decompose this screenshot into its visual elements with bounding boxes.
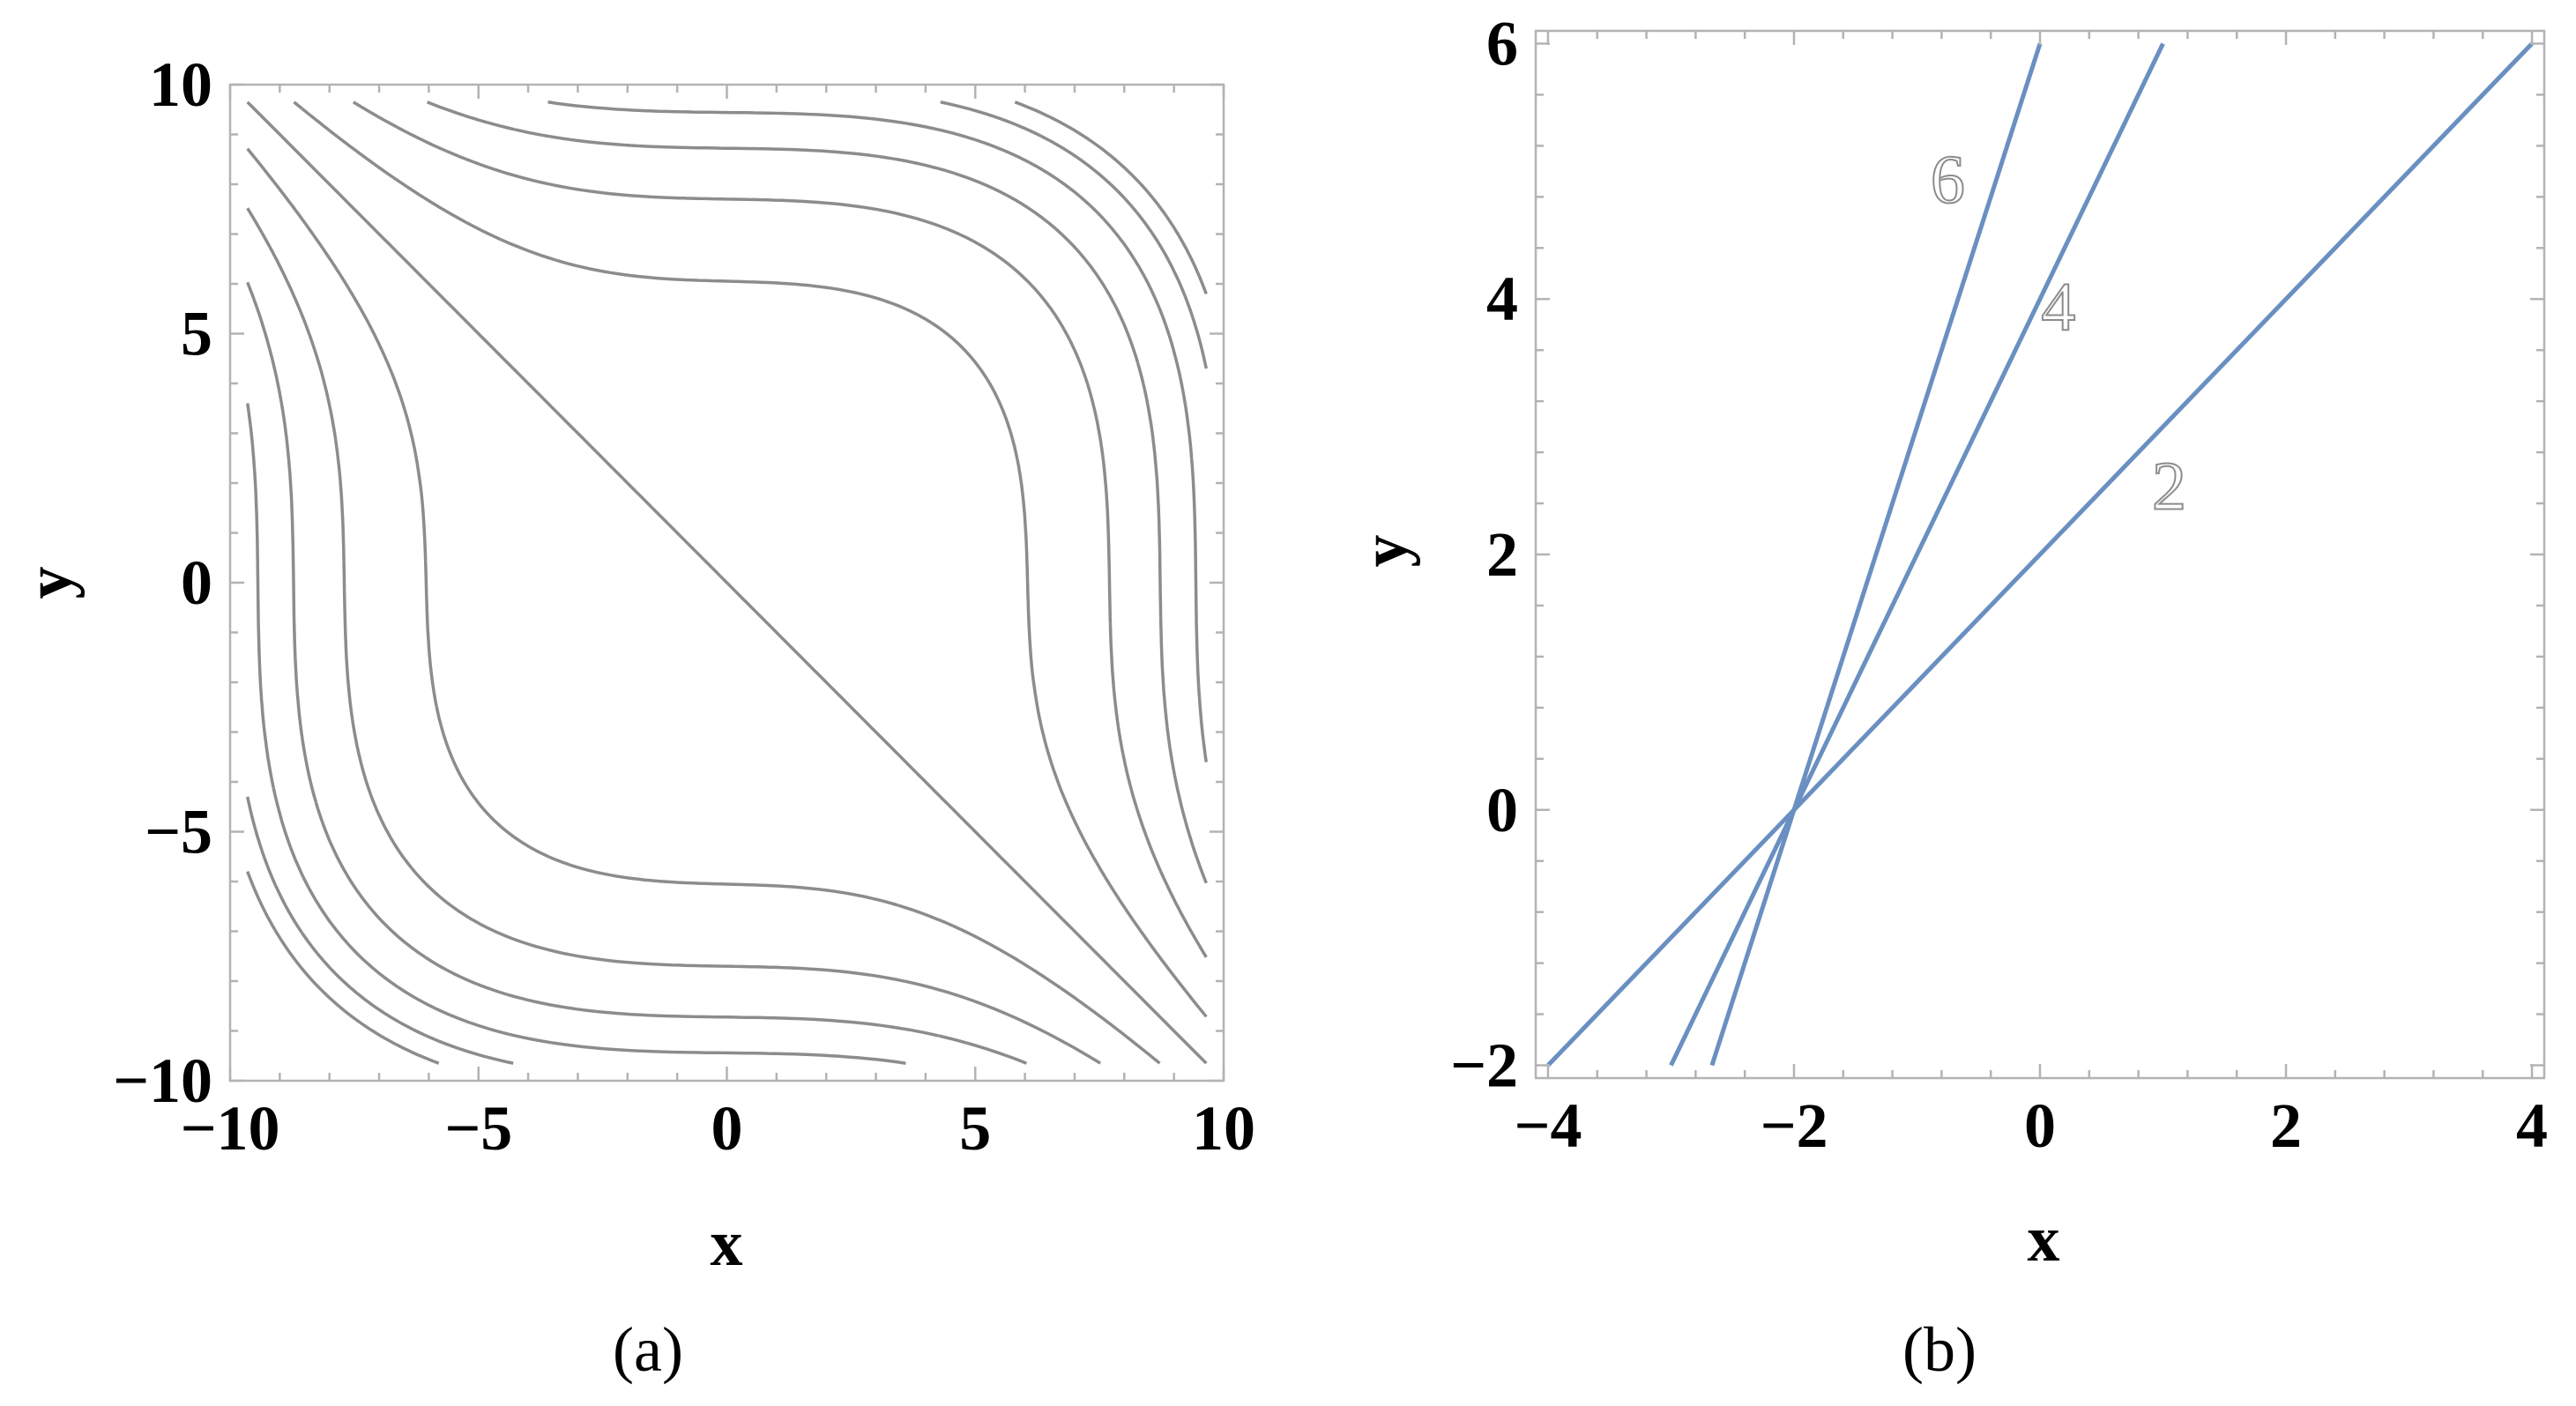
panel-b-lines	[1546, 41, 2534, 1068]
panel-a-y-tick-label: 10	[149, 49, 212, 120]
panel-b-x-tick-label: 0	[2024, 1090, 2056, 1161]
panel-a-y-axis-title: y	[13, 567, 86, 599]
panel-b-x-tick-label: −4	[1514, 1090, 1582, 1161]
contour-line	[426, 100, 1208, 884]
panel-b-y-tick-label: 6	[1486, 8, 1518, 78]
panel-a: −10 −5 0 5 10 −10 −5 0 5 10 x y (a)	[13, 49, 1255, 1385]
contour-line	[246, 100, 1208, 1065]
panel-b-x-tick-label: −2	[1760, 1090, 1828, 1161]
contour-line	[246, 147, 1161, 1065]
panel-b-x-axis-title: x	[2028, 1203, 2060, 1276]
panel-a-caption: (a)	[613, 1314, 683, 1385]
panel-a-y-tick-label: −10	[113, 1045, 212, 1116]
contour-line	[940, 100, 1209, 369]
contour-line	[293, 100, 1208, 1018]
panel-b-y-axis-title: y	[1349, 535, 1421, 568]
panel-b-curve-labels: 2 46	[1930, 140, 2187, 525]
panel-a-x-tick-label: −10	[180, 1093, 279, 1164]
panel-b-y-tick-label: 2	[1486, 519, 1518, 590]
series-label-6: 6	[1931, 141, 1965, 218]
panel-a-x-tick-label: −5	[444, 1093, 512, 1164]
panel-b-x-tick-label: 4	[2516, 1090, 2548, 1161]
panel-b-y-tick-label: 4	[1486, 264, 1518, 334]
panel-a-x-tick-label: 5	[959, 1093, 991, 1164]
panel-a-x-tick-label: 0	[711, 1093, 743, 1164]
contour-line	[547, 100, 1209, 763]
series-line-2	[1546, 41, 2534, 1068]
contour-line	[246, 207, 1102, 1065]
contour-line	[352, 100, 1208, 958]
series-line-4	[1669, 42, 2165, 1067]
panel-a-y-tick-label: 0	[181, 547, 212, 618]
panel-b-y-tick-label: −2	[1450, 1030, 1518, 1101]
panel-a-contours	[245, 100, 1209, 1065]
panel-a-x-tick-label: 10	[1192, 1093, 1255, 1164]
panel-a-ticks: −10 −5 0 5 10 −10 −5 0 5 10	[113, 49, 1255, 1164]
contour-line	[246, 870, 440, 1065]
contour-line	[245, 403, 906, 1065]
contour-line	[245, 796, 514, 1065]
panel-a-y-tick-label: 5	[181, 299, 212, 369]
panel-b-caption: (b)	[1902, 1314, 1977, 1385]
series-label-4: 4	[2041, 268, 2075, 345]
series-line-6	[1709, 42, 2043, 1067]
panel-a-y-tick-label: −5	[145, 797, 212, 867]
panel-b-y-tick-label: 0	[1486, 775, 1518, 845]
series-label-2: 2	[2152, 447, 2186, 524]
panel-b-x-tick-label: 2	[2270, 1090, 2302, 1161]
contour-line	[246, 281, 1028, 1065]
panel-a-x-axis-title: x	[711, 1208, 743, 1280]
contour-line	[1014, 100, 1208, 295]
